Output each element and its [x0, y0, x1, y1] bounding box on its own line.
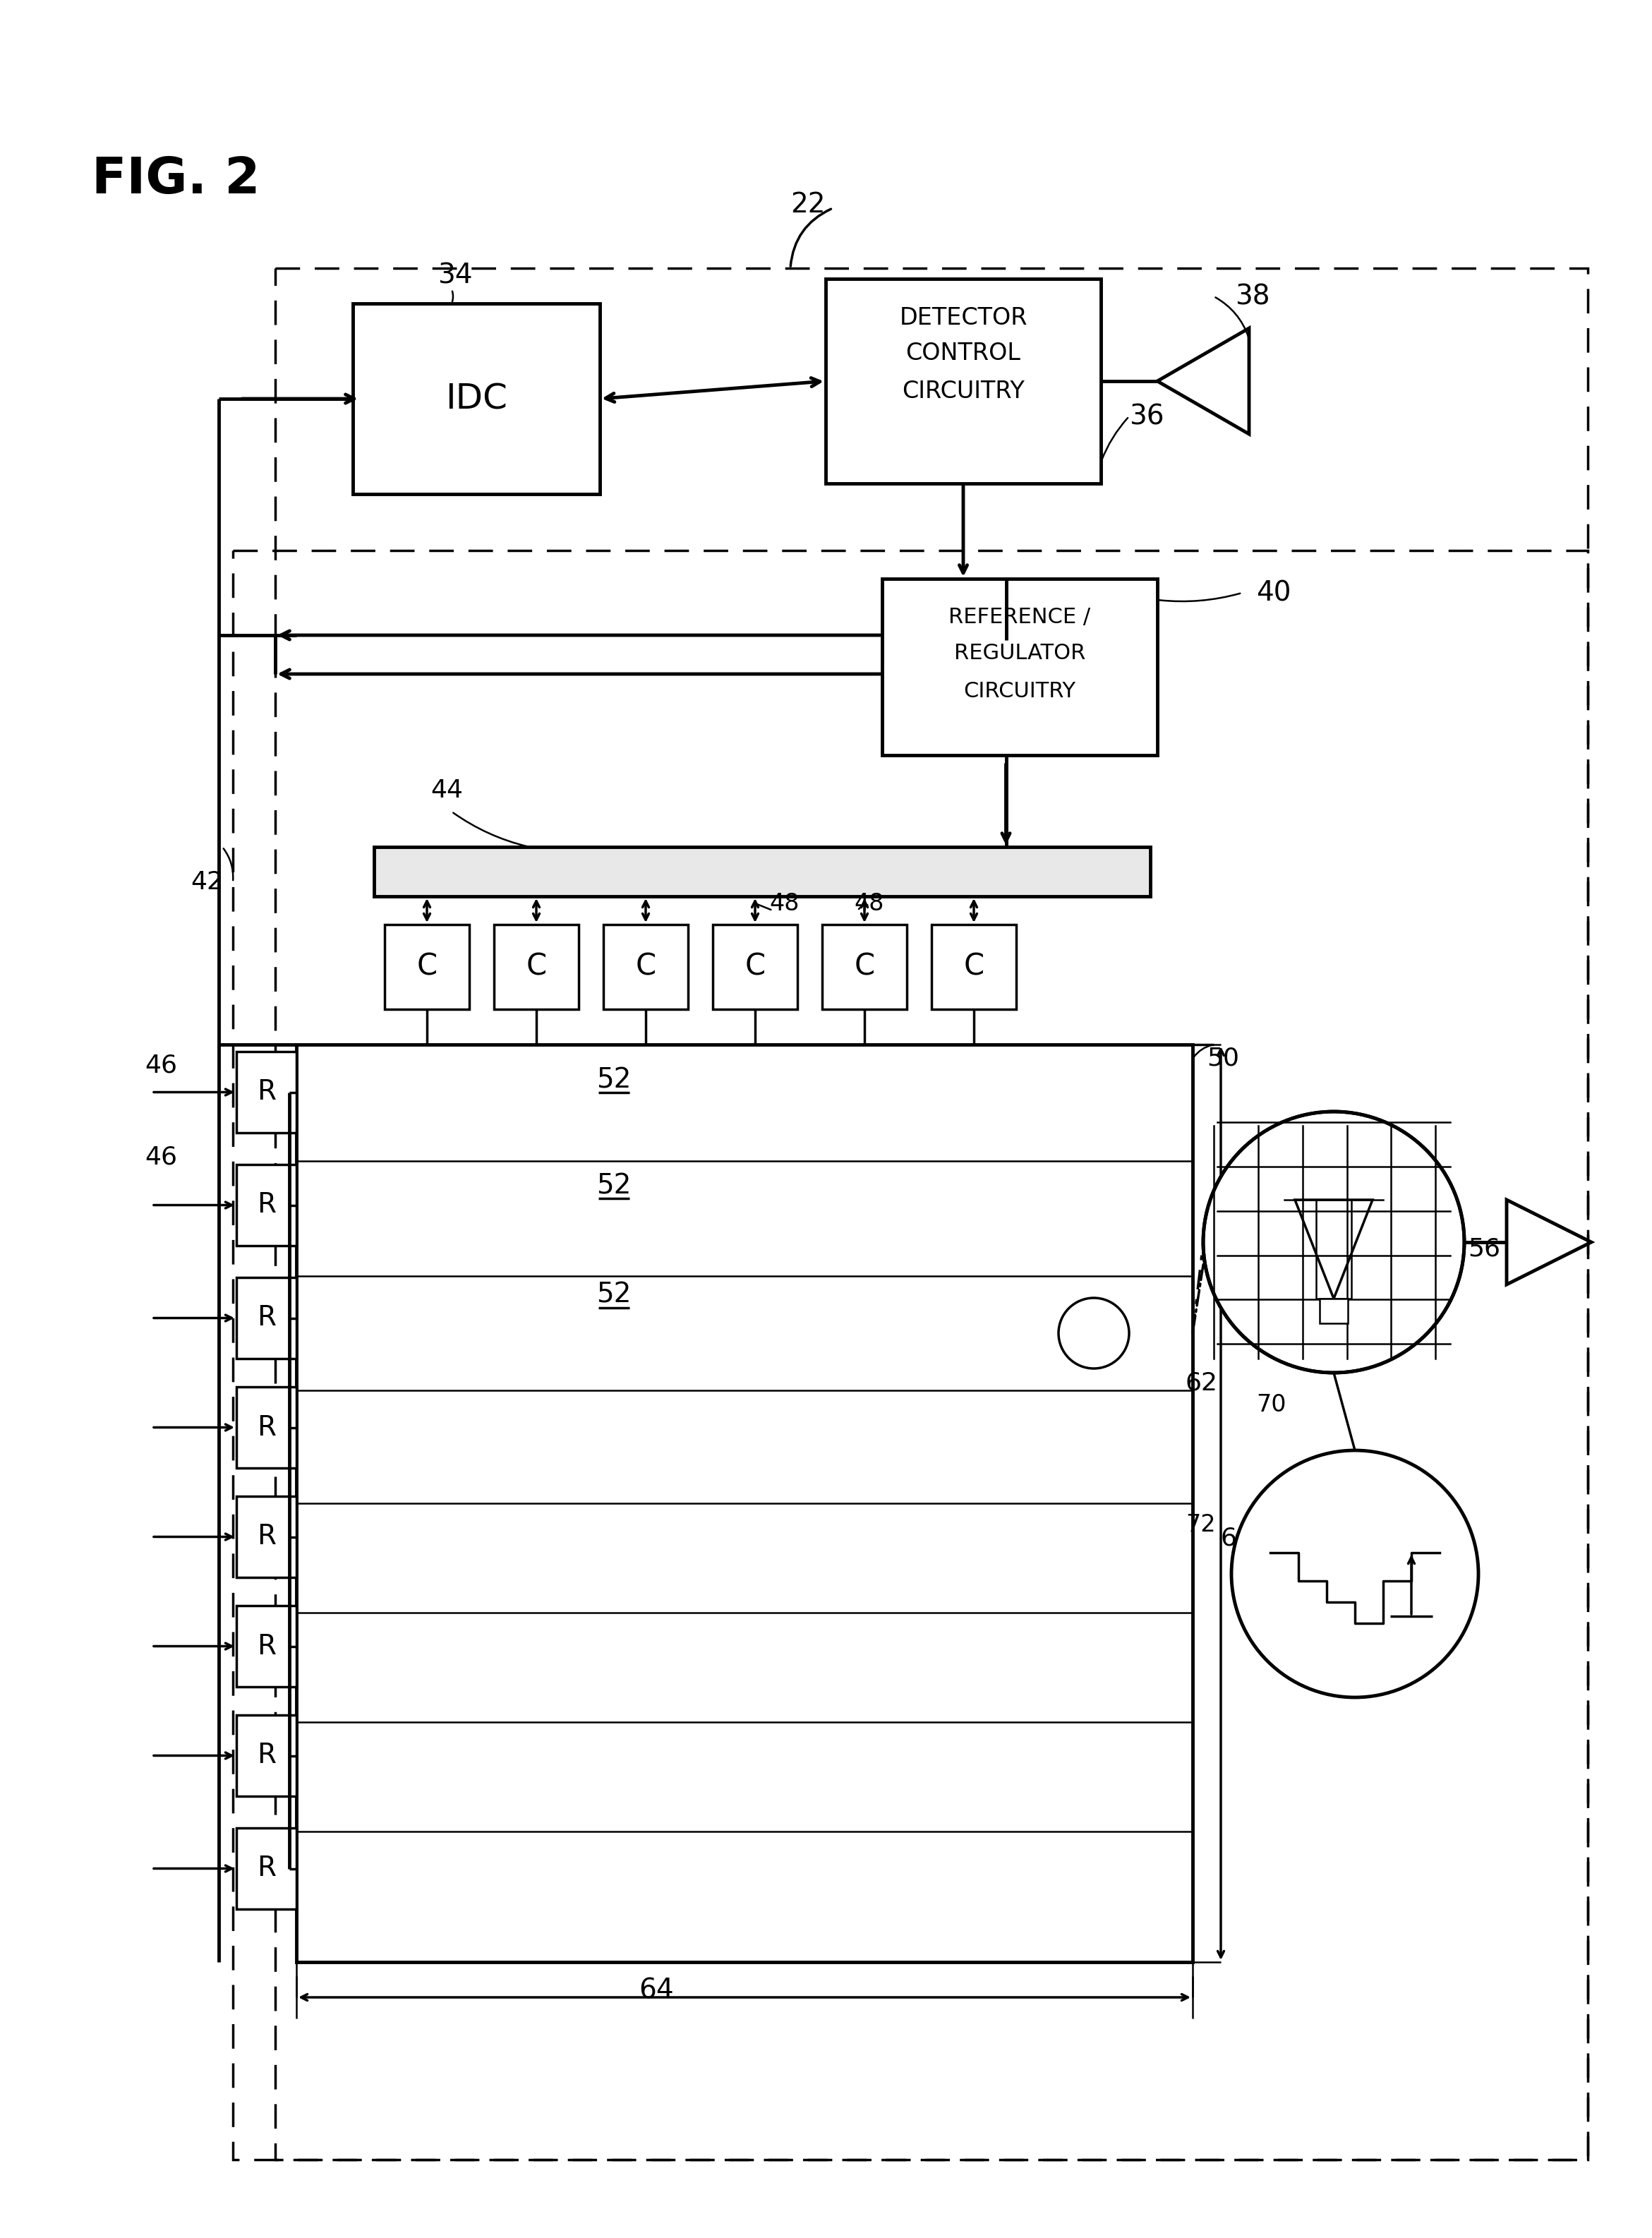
Text: 50: 50	[1206, 1047, 1239, 1070]
Text: 72: 72	[1186, 1513, 1216, 1535]
Text: C: C	[745, 951, 765, 982]
Bar	[385, 924, 469, 1009]
Text: FIG. 2: FIG. 2	[93, 154, 259, 204]
Text: CIRCUITRY: CIRCUITRY	[902, 380, 1024, 403]
Bar	[236, 1164, 296, 1247]
Text: 64: 64	[639, 1976, 674, 2003]
Text: 60: 60	[1284, 1294, 1315, 1318]
Text: 52: 52	[596, 1173, 631, 1200]
Bar	[236, 1714, 296, 1797]
Text: REFERENCE /: REFERENCE /	[948, 606, 1090, 629]
Bar	[296, 1045, 1193, 1963]
Circle shape	[1231, 1450, 1479, 1696]
Text: CIRCUITRY: CIRCUITRY	[963, 680, 1075, 703]
Bar	[236, 1828, 296, 1909]
Text: 22: 22	[790, 190, 826, 217]
Text: 48: 48	[854, 891, 884, 915]
Text: C: C	[416, 951, 438, 982]
Text: 40: 40	[1256, 580, 1292, 606]
Bar	[236, 1052, 296, 1132]
Text: C: C	[636, 951, 656, 982]
Bar	[603, 924, 687, 1009]
Text: R: R	[256, 1524, 276, 1551]
Bar	[494, 924, 578, 1009]
Text: 44: 44	[431, 779, 463, 803]
Text: C: C	[854, 951, 876, 982]
Text: R: R	[256, 1855, 276, 1882]
Bar	[236, 1605, 296, 1687]
Text: REGULATOR: REGULATOR	[953, 642, 1085, 662]
Text: CONTROL: CONTROL	[905, 340, 1021, 365]
Bar	[882, 580, 1158, 754]
Text: DETECTOR: DETECTOR	[899, 307, 1028, 329]
Text: R: R	[256, 1191, 276, 1217]
Text: IDC: IDC	[446, 383, 507, 416]
Bar	[826, 280, 1100, 483]
Text: 68: 68	[1221, 1526, 1254, 1551]
Text: 46: 46	[145, 1054, 177, 1079]
Text: 42: 42	[190, 871, 223, 895]
Text: 54: 54	[1333, 1139, 1366, 1162]
Text: 36: 36	[1128, 403, 1165, 430]
Text: R: R	[256, 1414, 276, 1441]
Circle shape	[1203, 1112, 1464, 1372]
Text: 52: 52	[596, 1282, 631, 1309]
Text: R: R	[256, 1079, 276, 1106]
Bar	[373, 846, 1150, 897]
Text: 34: 34	[438, 262, 472, 289]
Bar	[276, 269, 1588, 2160]
Bar	[233, 551, 1588, 2160]
Bar	[236, 1497, 296, 1578]
Text: C: C	[963, 951, 985, 982]
Bar	[712, 924, 798, 1009]
Bar	[1320, 1298, 1348, 1323]
Text: C: C	[525, 951, 547, 982]
Text: 52: 52	[596, 1068, 631, 1092]
Text: 56: 56	[1469, 1238, 1500, 1262]
Bar	[236, 1278, 296, 1358]
Bar	[932, 924, 1016, 1009]
Text: 70: 70	[1256, 1392, 1287, 1417]
Text: 58: 58	[1355, 1336, 1384, 1361]
Text: 62: 62	[1186, 1372, 1218, 1394]
Text: R: R	[256, 1741, 276, 1768]
Text: 38: 38	[1236, 282, 1270, 309]
Text: R: R	[256, 1634, 276, 1661]
Bar	[236, 1388, 296, 1468]
Text: R: R	[256, 1305, 276, 1332]
Bar	[354, 304, 600, 495]
Text: 74: 74	[1398, 1605, 1427, 1627]
Text: 48: 48	[770, 891, 800, 915]
Bar	[823, 924, 907, 1009]
Text: 46: 46	[145, 1146, 177, 1170]
